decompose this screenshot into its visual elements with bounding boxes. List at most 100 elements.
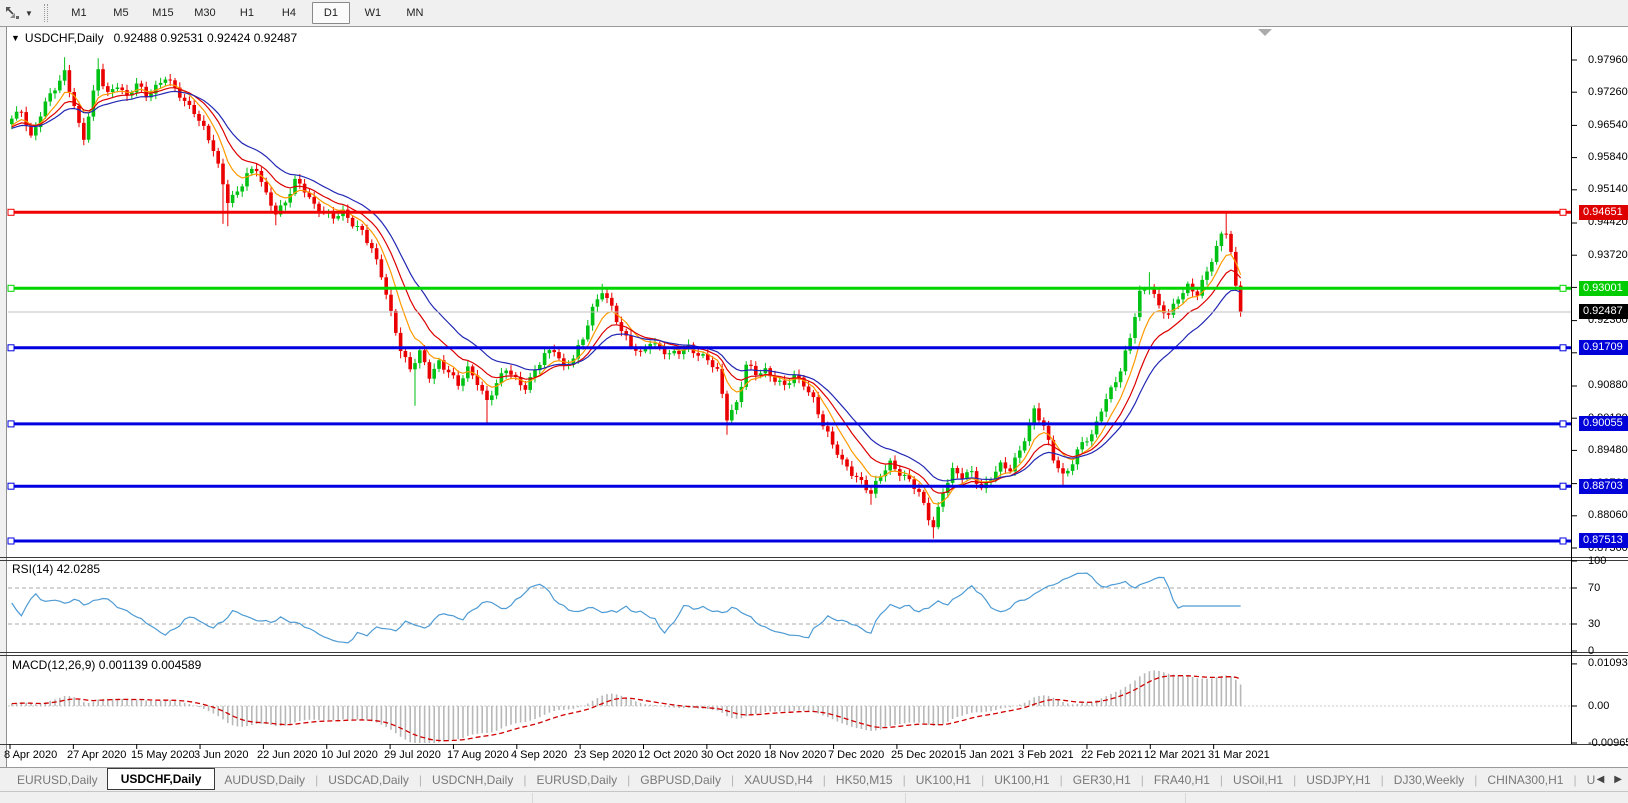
rsi-tick-label: 100 <box>1588 555 1607 567</box>
symbol-tab-gbpusd[interactable]: GBPUSD,Daily <box>640 772 721 787</box>
timeframe-button-d1[interactable]: D1 <box>311 2 350 24</box>
date-tick-label: 22 Feb 2021 <box>1081 749 1143 761</box>
hline-handle[interactable] <box>1559 482 1567 490</box>
hline-handle[interactable] <box>7 284 15 292</box>
toolbar-grip[interactable] <box>43 4 48 22</box>
chevron-down-icon[interactable]: ▼ <box>25 8 33 18</box>
symbol-tab-bar: EURUSD,Daily USDCHF,Daily AUDUSD,Daily | USD… <box>0 767 1628 791</box>
hline-handle[interactable] <box>7 537 15 545</box>
symbol-tab-usdcad[interactable]: USDCAD,Daily <box>328 772 409 787</box>
rsi-name: RSI(14) <box>12 562 54 576</box>
timeframe-button-mn[interactable]: MN <box>406 7 424 19</box>
symbol-tab-audusd[interactable]: AUDUSD,Daily <box>224 772 306 787</box>
symbol-tab-u[interactable]: U <box>1586 772 1596 787</box>
ma-7-line <box>11 84 1242 505</box>
symbol-tab-china300[interactable]: CHINA300,H1 <box>1487 772 1564 787</box>
date-tick-label: 17 Aug 2020 <box>447 749 509 761</box>
timeframe-button-h1[interactable]: H1 <box>239 7 254 19</box>
symbol-tab-hk50[interactable]: HK50,M15 <box>835 772 893 787</box>
hline-handle[interactable] <box>7 344 15 352</box>
price-tick-label: 0.96540 <box>1588 119 1628 131</box>
hline-handle[interactable] <box>7 208 15 216</box>
price-level-badge: 0.88703 <box>1579 479 1628 494</box>
hline-handle[interactable] <box>1559 284 1567 292</box>
date-tick-label: 12 Oct 2020 <box>638 749 698 761</box>
symbol-tab-uk100[interactable]: UK100,H1 <box>915 772 972 787</box>
date-tick-label: 31 Mar 2021 <box>1208 749 1270 761</box>
status-separator <box>532 793 533 803</box>
timeframe-button-m5[interactable]: M5 <box>113 7 129 19</box>
timeframe-toolbar: ▼ M1 M5 M15 M30 H1 H4 D1 W1 MN <box>0 0 1628 27</box>
symbol-tab-ger30[interactable]: GER30,H1 <box>1072 772 1131 787</box>
date-tick-label: 3 Feb 2021 <box>1018 749 1074 761</box>
price-tick-label: 0.95140 <box>1588 183 1628 195</box>
status-separator <box>1185 793 1186 803</box>
hline-handle[interactable] <box>1559 344 1567 352</box>
price-level-badge: 0.94651 <box>1579 205 1628 220</box>
symbol-tab-fra40[interactable]: FRA40,H1 <box>1153 772 1210 787</box>
ma-21-line <box>11 90 1241 482</box>
symbol-tab-uk100[interactable]: UK100,H1 <box>994 772 1050 787</box>
symbol-tab-usdchf-active[interactable]: USDCHF,Daily <box>106 767 216 790</box>
price-tick-label: 0.89480 <box>1588 444 1628 456</box>
tab-separator: | <box>1474 772 1478 787</box>
date-tick-label: 23 Sep 2020 <box>574 749 637 761</box>
symbol-tab-eurusd[interactable]: EURUSD,Daily <box>536 772 618 787</box>
hline-handle[interactable] <box>1559 208 1567 216</box>
date-tick-label: 4 Sep 2020 <box>511 749 568 761</box>
tab-separator: | <box>315 772 319 787</box>
date-tick-label: 18 Nov 2020 <box>764 749 827 761</box>
tab-separator: | <box>523 772 527 787</box>
symbol-tab-usdcnh[interactable]: USDCNH,Daily <box>432 772 514 787</box>
status-bar <box>0 791 1628 803</box>
date-tick-label: 30 Oct 2020 <box>701 749 761 761</box>
hline-handle[interactable] <box>1559 537 1567 545</box>
price-level-badge: 0.93001 <box>1579 281 1628 296</box>
timeframe-buttons: M1 M5 M15 M30 H1 H4 D1 W1 MN <box>58 2 436 24</box>
status-separator <box>905 793 906 803</box>
chart-cursor-icon[interactable]: ▼ <box>0 2 36 24</box>
rsi-line <box>11 572 1241 644</box>
date-tick-label: 8 Apr 2020 <box>4 749 58 761</box>
macd-tick-label: 0.00 <box>1588 700 1610 712</box>
price-level-badge: 0.91709 <box>1579 340 1628 355</box>
hline-handle[interactable] <box>7 420 15 428</box>
tab-separator: | <box>1219 772 1224 787</box>
symbol-tab-usdjpy[interactable]: USDJPY,H1 <box>1306 772 1371 787</box>
ma-13-line <box>11 87 1242 494</box>
rsi-tick-label: 70 <box>1588 582 1601 594</box>
tab-separator: | <box>902 772 906 787</box>
timeframe-button-h4[interactable]: H4 <box>281 7 296 19</box>
tab-separator: | <box>627 772 631 787</box>
collapse-triangle-icon[interactable]: ▼ <box>11 33 20 43</box>
date-tick-label: 25 Dec 2020 <box>891 749 954 761</box>
price-tick-label: 0.93720 <box>1588 249 1628 261</box>
macd-tick-label: -0.009653 <box>1588 737 1628 749</box>
symbol-tab-usoil[interactable]: USOil,H1 <box>1233 772 1284 787</box>
date-tick-label: 15 Jan 2021 <box>954 749 1015 761</box>
timeframe-button-w1[interactable]: W1 <box>364 7 382 19</box>
tab-separator: | <box>981 772 985 787</box>
timeframe-button-m30[interactable]: M30 <box>194 7 216 19</box>
timeframe-button-m15[interactable]: M15 <box>152 7 174 19</box>
rsi-label: RSI(14) 42.0285 <box>12 562 100 576</box>
scroll-left-icon[interactable]: ◀ <box>1596 774 1605 785</box>
symbol-tab-dj30[interactable]: DJ30,Weekly <box>1393 772 1465 787</box>
hline-handle[interactable] <box>1559 420 1567 428</box>
hline-handle[interactable] <box>7 482 15 490</box>
symbol-tab-eurusd[interactable]: EURUSD,Daily <box>17 772 98 787</box>
tab-separator: | <box>418 772 422 787</box>
symbol-tab-xauusd[interactable]: XAUUSD,H4 <box>744 772 813 787</box>
date-tick-label: 3 Jun 2020 <box>194 749 249 761</box>
tab-separator: | <box>1140 772 1144 787</box>
tab-separator: | <box>1573 772 1577 787</box>
ohlc-readout: 0.92488 0.92531 0.92424 0.92487 <box>113 31 298 45</box>
chart-title: ▼ USDCHF,Daily 0.92488 0.92531 0.92424 0.9… <box>11 31 297 45</box>
macd-label: MACD(12,26,9) 0.001139 0.004589 <box>12 658 201 672</box>
timeframe-button-m1[interactable]: M1 <box>71 7 87 19</box>
date-tick-label: 7 Dec 2020 <box>828 749 885 761</box>
tab-separator: | <box>1059 772 1063 787</box>
scroll-right-icon[interactable]: ▶ <box>1614 774 1622 785</box>
